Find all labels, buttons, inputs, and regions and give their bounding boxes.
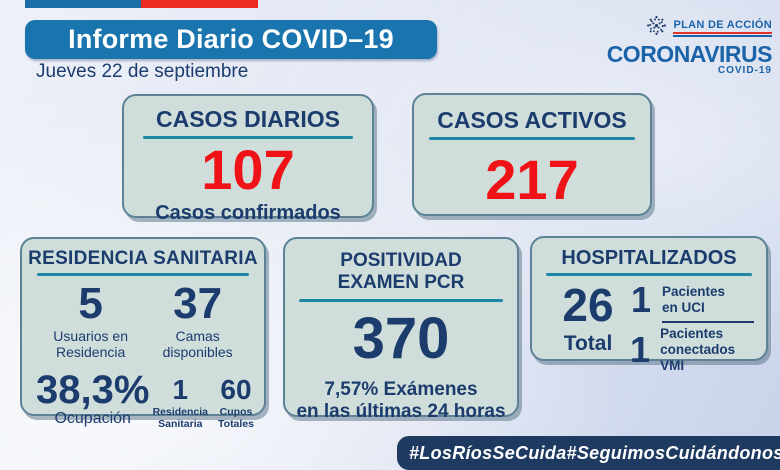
casos-diarios-title: CASOS DIARIOS [155, 106, 341, 132]
card-casos-diarios: CASOS DIARIOS 107 Casos confirmados [122, 94, 374, 224]
cupos-label: Cupos Totales [218, 406, 254, 431]
casos-activos-underline [429, 137, 635, 140]
card-casos-activos: CASOS ACTIVOS 217 [412, 93, 652, 216]
report-date: Jueves 22 de septiembre [36, 61, 249, 82]
virus-icon [644, 13, 669, 43]
hashtag-seguimos: #SeguimosCuidándonos [566, 442, 780, 463]
hospitalizados-title: HOSPITALIZADOS [561, 247, 737, 269]
vmi-label: Pacientes conectados VMI [660, 326, 736, 374]
usuarios-label: Usuarios en Residencia [53, 328, 128, 361]
stat-residencias: 1 Residencia Sanitaria [152, 374, 209, 431]
positividad-caption: 7,57% Exámenes en las últimas 24 horas [296, 379, 506, 423]
stat-usuarios-residencia: 5 Usuarios en Residencia [53, 279, 128, 361]
flag-red-stripe [141, 0, 258, 8]
card-hospitalizados: HOSPITALIZADOS 26 Total 1 Pacientes en U… [530, 236, 768, 373]
residencia-title: RESIDENCIA SANITARIA [28, 248, 258, 269]
casos-diarios-value: 107 [201, 138, 295, 201]
hosp-total-label: Total [563, 332, 613, 355]
camas-value: 37 [173, 279, 223, 328]
positividad-value: 370 [352, 306, 450, 372]
covid19-sublabel: COVID-19 [717, 65, 772, 76]
uci-label: Pacientes en UCI [662, 283, 726, 315]
stat-hospitalizados-total: 26 Total [546, 282, 630, 375]
positividad-underline [299, 299, 503, 303]
casos-diarios-underline [143, 136, 353, 139]
residencias-label: Residencia Sanitaria [152, 406, 209, 431]
page-title: Informe Diario COVID–19 [25, 20, 437, 59]
page-title-text: Informe Diario COVID–19 [68, 24, 394, 54]
card-residencia-sanitaria: RESIDENCIA SANITARIA 5 Usuarios en Resid… [20, 237, 266, 430]
stat-pacientes-vmi: 1 Pacientes conectados VMI [630, 326, 754, 375]
casos-diarios-caption: Casos confirmados [155, 202, 341, 224]
ocupacion-label: Ocupación [54, 410, 131, 428]
stat-cupos-totales: 60 Cupos Totales [218, 374, 254, 431]
card-positividad-pcr: POSITIVIDAD EXAMEN PCR 370 7,57% Exámene… [283, 237, 519, 422]
plan-underline-blue [673, 35, 772, 37]
hashtag-banner: #LosRíosSeCuida #SeguimosCuidándonos [397, 436, 780, 470]
coronavirus-wordmark: CORONAVIRUS [606, 41, 773, 67]
plan-de-accion-label: PLAN DE ACCIÓN [673, 19, 772, 37]
hashtag-los-rios: #LosRíosSeCuida [409, 442, 567, 463]
ocupacion-value: 38,3% [36, 368, 150, 413]
stat-ocupacion: 38,3% Ocupación [36, 370, 149, 428]
casos-activos-value: 217 [485, 148, 579, 211]
vmi-value: 1 [630, 329, 651, 371]
flag-blue-stripe [25, 0, 141, 8]
positividad-title: POSITIVIDAD EXAMEN PCR [337, 250, 465, 294]
residencias-value: 1 [172, 374, 189, 406]
cupos-value: 60 [220, 374, 252, 406]
uci-value: 1 [630, 279, 652, 320]
stat-pacientes-uci: 1 Pacientes en UCI [630, 282, 754, 318]
hosp-total-value: 26 [562, 279, 614, 331]
stat-camas-disponibles: 37 Camas disponibles [162, 279, 233, 361]
residencia-underline [37, 273, 249, 276]
hospitalizados-underline [546, 273, 752, 276]
camas-label: Camas disponibles [162, 328, 233, 361]
coronavirus-action-plan-logo: PLAN DE ACCIÓN CORONAVIRUS COVID-19 [596, 13, 773, 76]
plan-underline-red [673, 32, 772, 34]
hospitalizados-row-divider [662, 321, 754, 323]
casos-activos-title: CASOS ACTIVOS [437, 107, 627, 133]
usuarios-value: 5 [78, 279, 103, 328]
